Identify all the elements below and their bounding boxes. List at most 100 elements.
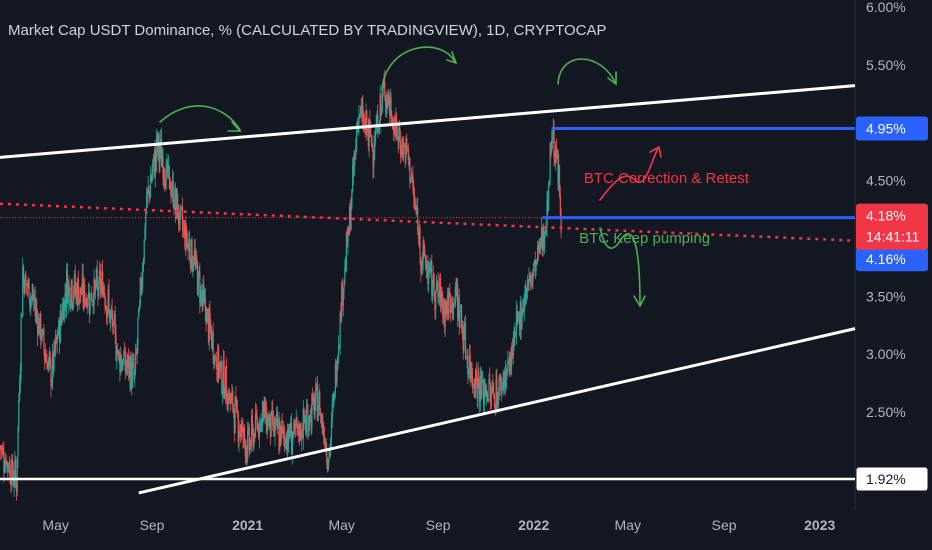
candle-body [200, 291, 203, 296]
candle-body [115, 333, 117, 361]
candle-body [441, 293, 443, 299]
candle-body [323, 436, 326, 441]
candle-body [238, 434, 240, 442]
candle-body [303, 408, 305, 420]
candle-body [80, 287, 82, 294]
candle-body [423, 241, 425, 250]
candle-body [167, 165, 170, 173]
candle-body [167, 161, 169, 173]
candle-body [507, 360, 509, 372]
candle-body [225, 366, 227, 395]
candle-body [143, 239, 145, 263]
candle-body [340, 313, 342, 319]
candle-body [483, 382, 485, 405]
candle-body [493, 391, 495, 396]
candle-body [271, 410, 273, 412]
candle-body [164, 185, 166, 189]
candle-body [87, 297, 89, 306]
trendline-upper[interactable] [0, 84, 856, 159]
candle-body [326, 447, 328, 464]
candle-body [261, 402, 264, 426]
candle-body [424, 249, 426, 256]
candle-body [471, 362, 473, 376]
candle-body [452, 298, 454, 309]
candle-body [190, 239, 192, 268]
candle-body [152, 159, 154, 174]
candle-body [531, 274, 533, 281]
candle-body [199, 271, 201, 303]
x-tick-label: 2023 [804, 517, 835, 533]
candle-body [471, 375, 474, 386]
candle-body [166, 161, 168, 167]
candle-body [186, 240, 188, 246]
candle-body [475, 370, 478, 382]
candle-body [204, 297, 206, 311]
candle-body [39, 313, 41, 335]
candle-body [407, 148, 409, 160]
candle-body [559, 195, 561, 215]
candle-body [351, 188, 353, 207]
correction-arrow [599, 147, 659, 201]
candle-body [555, 145, 557, 164]
trendline-dotted[interactable] [0, 202, 856, 242]
candle-body [146, 190, 148, 198]
candle-body [181, 206, 183, 208]
candle-body [529, 274, 531, 279]
candle-body [95, 286, 97, 291]
candle-body [513, 336, 515, 340]
candle-body [127, 355, 130, 370]
candle-body [419, 228, 421, 258]
candle-body [520, 302, 522, 330]
candle-body [45, 353, 47, 364]
candle-body [489, 383, 492, 406]
candle-body [416, 207, 418, 214]
candle-body [425, 266, 427, 272]
candle-body [218, 362, 221, 376]
candle-body [62, 302, 64, 321]
candle-body [529, 274, 532, 281]
candle-body [358, 116, 360, 124]
candle-body [55, 335, 57, 352]
candle-body [163, 169, 165, 179]
candle-body [17, 427, 19, 457]
candle-body [460, 304, 463, 330]
candle-body [318, 391, 320, 407]
candle-body [508, 359, 510, 361]
candle-body [243, 428, 245, 438]
candle-body [179, 209, 181, 220]
candle-body [69, 287, 71, 306]
candle-body [558, 165, 561, 196]
candle-body [144, 227, 146, 240]
candle-body [90, 293, 92, 296]
trendline-lower[interactable] [138, 327, 856, 495]
candle-body [16, 456, 18, 493]
candle-body [537, 245, 539, 261]
candle-body [255, 414, 257, 417]
candle-body [117, 350, 119, 352]
candle-body [420, 257, 422, 272]
candle-body [497, 395, 500, 405]
candle-body [110, 309, 112, 311]
candle-body [106, 308, 108, 318]
candle-body [270, 411, 272, 437]
candle-body [500, 386, 503, 391]
candle-body [297, 425, 300, 434]
candle-body [489, 378, 491, 384]
candle-body [387, 91, 389, 106]
candle-body [22, 267, 25, 282]
candle-body [546, 199, 548, 228]
candle-body [308, 417, 310, 436]
candle-body [544, 233, 546, 249]
candle-body [236, 410, 239, 415]
candle-body [50, 365, 52, 386]
candle-body [369, 119, 371, 128]
candle-body [377, 130, 380, 133]
candle-body [550, 142, 552, 152]
candle-body [222, 360, 224, 391]
candle-body [7, 462, 9, 471]
candle-body [202, 283, 204, 304]
candle-body [499, 376, 501, 380]
candle-body [435, 291, 437, 310]
candle-body [116, 354, 118, 361]
